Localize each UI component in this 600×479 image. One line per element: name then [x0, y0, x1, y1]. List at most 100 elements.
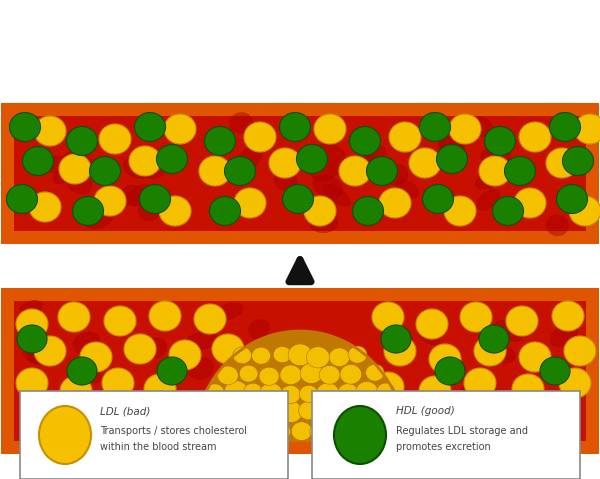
Ellipse shape [104, 306, 136, 336]
Ellipse shape [238, 403, 259, 421]
Ellipse shape [422, 184, 454, 214]
Ellipse shape [269, 148, 301, 178]
Ellipse shape [11, 120, 35, 142]
Ellipse shape [519, 122, 551, 152]
Ellipse shape [275, 171, 297, 191]
Ellipse shape [435, 357, 465, 385]
Ellipse shape [304, 196, 336, 226]
Ellipse shape [144, 374, 176, 404]
Ellipse shape [194, 304, 226, 334]
Ellipse shape [352, 155, 380, 170]
Ellipse shape [383, 421, 403, 439]
Bar [20, 391, 288, 479]
Ellipse shape [217, 366, 238, 385]
Ellipse shape [323, 184, 350, 206]
Ellipse shape [386, 164, 408, 185]
Ellipse shape [379, 188, 411, 218]
Bar [14, 116, 586, 231]
Ellipse shape [526, 416, 548, 434]
Text: LDL (bad): LDL (bad) [100, 406, 151, 416]
Ellipse shape [224, 157, 256, 185]
Ellipse shape [485, 126, 515, 156]
Ellipse shape [188, 357, 214, 379]
Ellipse shape [251, 419, 274, 440]
Ellipse shape [475, 172, 505, 189]
Ellipse shape [306, 347, 329, 368]
Ellipse shape [367, 157, 398, 185]
Ellipse shape [348, 346, 367, 363]
Ellipse shape [311, 163, 341, 181]
Ellipse shape [416, 309, 448, 339]
Ellipse shape [149, 301, 181, 331]
Ellipse shape [64, 151, 93, 171]
Ellipse shape [514, 188, 546, 218]
Ellipse shape [194, 420, 214, 438]
Ellipse shape [123, 157, 153, 179]
Ellipse shape [94, 418, 120, 440]
Ellipse shape [34, 336, 66, 366]
Ellipse shape [512, 374, 544, 404]
Ellipse shape [42, 157, 71, 173]
Ellipse shape [102, 368, 134, 398]
Ellipse shape [296, 145, 328, 173]
Ellipse shape [16, 368, 48, 398]
Ellipse shape [396, 180, 419, 198]
Ellipse shape [157, 357, 187, 385]
Ellipse shape [461, 310, 484, 327]
Ellipse shape [288, 344, 312, 365]
Ellipse shape [361, 401, 383, 422]
Ellipse shape [437, 145, 467, 173]
Ellipse shape [259, 367, 279, 385]
Bar [14, 301, 586, 441]
Ellipse shape [220, 402, 241, 422]
Ellipse shape [552, 301, 584, 331]
Ellipse shape [67, 126, 97, 156]
Ellipse shape [239, 365, 258, 382]
Ellipse shape [449, 114, 481, 144]
Ellipse shape [506, 306, 538, 336]
Ellipse shape [7, 184, 37, 214]
Ellipse shape [215, 419, 236, 438]
Ellipse shape [493, 346, 515, 363]
Ellipse shape [230, 113, 253, 133]
Ellipse shape [260, 403, 281, 422]
Ellipse shape [122, 185, 146, 206]
Ellipse shape [244, 122, 276, 152]
Ellipse shape [493, 196, 523, 226]
Ellipse shape [34, 116, 66, 146]
Ellipse shape [479, 156, 511, 186]
Ellipse shape [300, 363, 323, 384]
Ellipse shape [286, 361, 308, 376]
Ellipse shape [494, 320, 523, 342]
Ellipse shape [23, 342, 50, 364]
Ellipse shape [377, 383, 395, 399]
Ellipse shape [73, 332, 100, 354]
Ellipse shape [132, 148, 155, 167]
Ellipse shape [381, 325, 411, 353]
Ellipse shape [377, 388, 405, 404]
Ellipse shape [205, 126, 235, 156]
Ellipse shape [341, 405, 359, 422]
Ellipse shape [460, 302, 492, 332]
Ellipse shape [310, 422, 331, 442]
Ellipse shape [139, 184, 170, 214]
Ellipse shape [346, 402, 375, 427]
Ellipse shape [384, 336, 416, 366]
Ellipse shape [419, 113, 451, 141]
Ellipse shape [519, 342, 551, 372]
Ellipse shape [19, 300, 42, 318]
Ellipse shape [467, 117, 492, 137]
Text: Transports / stores cholesterol: Transports / stores cholesterol [100, 426, 247, 436]
Ellipse shape [550, 323, 578, 346]
Ellipse shape [89, 157, 121, 185]
Ellipse shape [353, 196, 383, 226]
Ellipse shape [310, 212, 338, 233]
Ellipse shape [134, 113, 166, 141]
Ellipse shape [444, 196, 476, 226]
Ellipse shape [439, 131, 464, 153]
Ellipse shape [349, 126, 380, 156]
Ellipse shape [474, 336, 506, 366]
Ellipse shape [283, 184, 314, 214]
Bar [1, 288, 599, 454]
Ellipse shape [197, 401, 220, 422]
